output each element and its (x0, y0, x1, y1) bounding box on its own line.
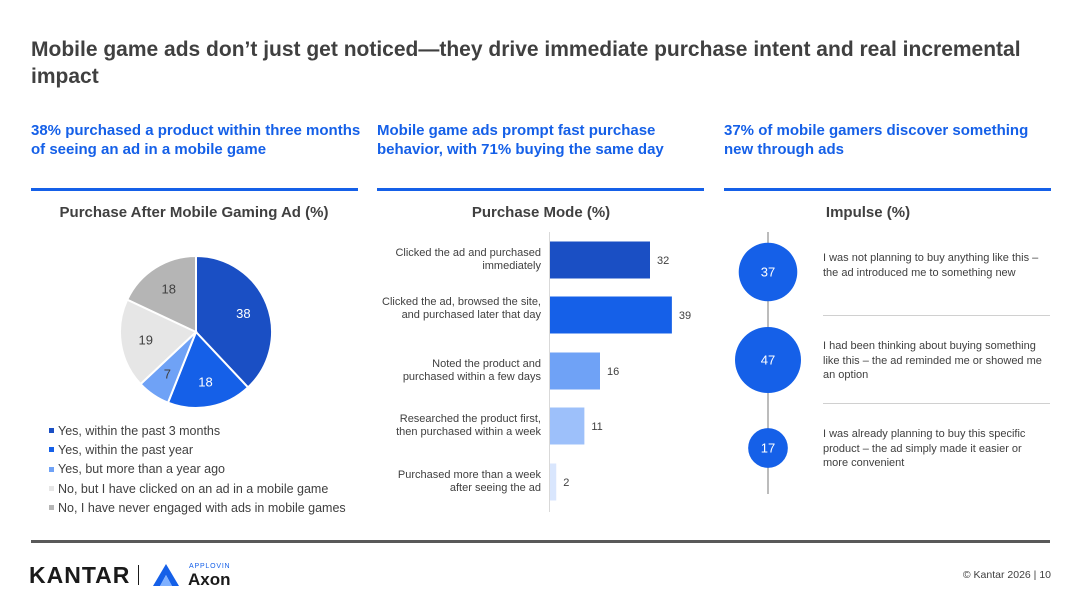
legend-swatch (49, 466, 54, 472)
bar-category-label: Purchased more than a week after seeing … (397, 469, 541, 494)
bar (550, 463, 557, 501)
bar (550, 407, 585, 445)
legend-swatch (49, 447, 54, 453)
impulse-statement: I was not planning to buy anything like … (823, 252, 1039, 279)
kantar-logo: KANTAR (29, 562, 131, 588)
impulse-value-label: 47 (761, 353, 775, 368)
impulse-statement: I was already planning to buy this speci… (823, 428, 1026, 469)
bar-value-label: 2 (563, 477, 569, 489)
bar-chart: 32 39 16 11 2 (549, 232, 691, 512)
footer-divider (31, 540, 1050, 543)
impulse-statement: I had been thinking about buying somethi… (823, 340, 1042, 381)
legend-swatch (49, 485, 54, 491)
impulse-value-label: 37 (761, 265, 775, 280)
pie-chart-title: Purchase After Mobile Gaming Ad (%) (59, 204, 329, 221)
bar-value-label: 39 (679, 310, 691, 322)
copyright-page-number: © Kantar 2026 | 10 (962, 569, 1051, 581)
legend-label: Yes, within the past 3 months (58, 424, 221, 438)
bar-value-label: 11 (591, 421, 602, 433)
pie-legend: Yes, within the past 3 months Yes, withi… (49, 422, 346, 518)
bar-chart-title: Purchase Mode (%) (471, 204, 611, 221)
pie-slice (119, 298, 198, 386)
column-1-headline: 38% purchased a product within three mon… (31, 122, 361, 158)
bar-value-label: 16 (607, 366, 619, 378)
pie-data-label: 7 (164, 367, 171, 382)
bar-value-label: 32 (657, 255, 669, 267)
column-1-divider (31, 188, 358, 191)
column-2-divider (377, 188, 704, 191)
column-3-divider (724, 188, 1051, 191)
pie-slice (195, 254, 273, 389)
legend-item: No, but I have clicked on an ad in a mob… (49, 480, 346, 499)
logo-separator (138, 565, 139, 585)
applovin-wordmark: APPLOVIN (189, 563, 231, 570)
impulse-divider (823, 315, 1050, 316)
impulse-chart-title: Impulse (%) (825, 204, 911, 221)
axon-logo-icon (153, 564, 179, 586)
impulse-divider (823, 403, 1050, 404)
pie-slice (125, 254, 197, 334)
bar-category-label: Noted the product and purchased within a… (402, 358, 541, 383)
pie-data-label: 18 (161, 282, 175, 297)
column-3-headline: 37% of mobile gamers discover something … (724, 122, 1029, 158)
pie-slice (166, 330, 250, 409)
pie-data-label: 38 (236, 306, 250, 321)
legend-label: Yes, within the past year (58, 443, 194, 458)
impulse-bubble (735, 327, 801, 393)
impulse-bubble (738, 242, 798, 302)
bar-category-label: Clicked the ad and purchased immediately (395, 247, 541, 272)
bar-category-label: Clicked the ad, browsed the site, and pu… (382, 296, 541, 321)
impulse-value-label: 17 (761, 441, 775, 456)
legend-label: No, I have never engaged with ads in mob… (58, 500, 346, 515)
impulse-chart: 37 47 17 (735, 232, 801, 494)
legend-item: Yes, within the past year (49, 441, 346, 460)
legend-label: No, but I have clicked on an ad in a mob… (58, 481, 329, 496)
pie-data-label: 19 (138, 332, 152, 347)
legend-item: Yes, but more than a year ago (49, 460, 346, 479)
pie-chart: 38 18 7 19 18 (119, 254, 273, 409)
legend-label: Yes, but more than a year ago (58, 462, 226, 477)
legend-swatch (49, 504, 54, 510)
axon-wordmark: Axon (188, 570, 231, 589)
impulse-bubble (748, 428, 788, 468)
bar (550, 241, 650, 279)
legend-item: Yes, within the past 3 months (49, 422, 346, 441)
legend-swatch (49, 428, 54, 434)
page-title: Mobile game ads don’t just get noticed—t… (31, 38, 1021, 88)
pie-data-label: 18 (198, 375, 212, 390)
bar-category-label: Researched the product first, then purch… (396, 413, 541, 438)
bar (550, 296, 672, 334)
legend-item: No, I have never engaged with ads in mob… (49, 499, 346, 518)
column-2-headline: Mobile game ads prompt fast purchase beh… (377, 122, 664, 158)
bar (550, 352, 600, 390)
